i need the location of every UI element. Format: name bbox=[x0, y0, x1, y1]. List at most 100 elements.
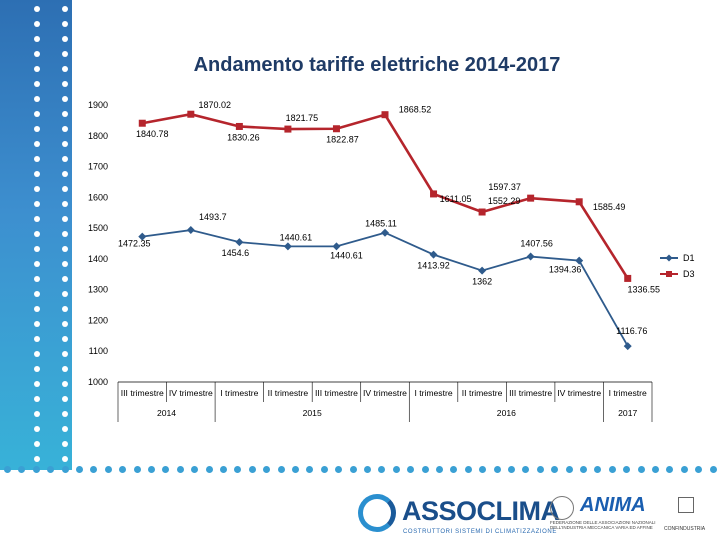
decorative-dot bbox=[392, 466, 400, 473]
data-point-d3 bbox=[430, 190, 438, 198]
y-tick-label: 1400 bbox=[88, 254, 108, 264]
data-label: 1868.52 bbox=[399, 105, 432, 115]
decorative-dot bbox=[62, 21, 68, 27]
decorative-dot bbox=[90, 466, 98, 473]
decorative-dot bbox=[565, 466, 573, 473]
data-label: 1440.61 bbox=[330, 250, 363, 260]
decorative-dot bbox=[34, 411, 40, 417]
decorative-dot bbox=[34, 321, 40, 327]
data-label: 1870.02 bbox=[199, 100, 232, 110]
decorative-dot bbox=[104, 466, 112, 473]
decorative-dot bbox=[220, 466, 227, 473]
data-point-d3 bbox=[332, 125, 340, 133]
data-point-d3 bbox=[235, 122, 243, 130]
data-point-d3 bbox=[624, 274, 632, 282]
decorative-dot bbox=[133, 466, 141, 473]
x-tick-label: III trimestre bbox=[315, 388, 358, 398]
decorative-dot-row bbox=[0, 466, 720, 476]
decorative-dot bbox=[34, 381, 40, 387]
data-label: 1597.37 bbox=[488, 182, 521, 192]
y-tick-label: 1100 bbox=[89, 346, 108, 356]
data-point-d3 bbox=[527, 194, 535, 202]
decorative-dot bbox=[34, 51, 40, 57]
data-label: 1821.75 bbox=[286, 113, 319, 123]
decorative-dot bbox=[34, 366, 40, 372]
decorative-dot bbox=[18, 466, 26, 473]
decorative-dot bbox=[34, 231, 40, 237]
decorative-dot bbox=[580, 466, 587, 473]
decorative-dot bbox=[62, 381, 68, 387]
data-label: 1485.11 bbox=[365, 219, 397, 229]
data-label: 1552.29 bbox=[488, 196, 521, 206]
decorative-dot bbox=[34, 66, 40, 72]
decorative-dot bbox=[248, 466, 256, 473]
decorative-dot bbox=[62, 36, 68, 42]
decorative-dot bbox=[623, 466, 631, 473]
decorative-dot bbox=[62, 276, 68, 282]
decorative-dot bbox=[493, 466, 501, 473]
decorative-dot bbox=[62, 141, 68, 147]
decorative-dot bbox=[421, 466, 429, 473]
assoclima-logo-text: ASSOCLIMA bbox=[402, 496, 560, 526]
decorative-dot bbox=[234, 466, 242, 473]
decorative-dot bbox=[34, 96, 40, 102]
data-label: 1493.7 bbox=[199, 212, 227, 222]
decorative-dot bbox=[61, 466, 69, 473]
line-chart: 1000 1100 1200 1300 1400 1500 1600 1700 1800 1900… bbox=[88, 100, 695, 422]
decorative-dot bbox=[306, 466, 314, 473]
data-point-d3 bbox=[478, 208, 486, 216]
data-point-d1 bbox=[575, 256, 584, 265]
decorative-dot bbox=[62, 396, 68, 402]
decorative-dot bbox=[62, 201, 68, 207]
decorative-dot bbox=[76, 466, 83, 473]
year-label: 2015 bbox=[303, 408, 322, 418]
decorative-dot bbox=[32, 466, 40, 473]
decorative-dot bbox=[680, 466, 688, 473]
decorative-dot bbox=[508, 466, 515, 473]
x-tick-label: I trimestre bbox=[609, 388, 647, 398]
data-point-d1 bbox=[186, 226, 195, 235]
decorative-dot bbox=[536, 466, 544, 473]
legend-label-d1: D1 bbox=[683, 253, 695, 263]
decorative-dot bbox=[34, 351, 40, 357]
decorative-dot bbox=[148, 466, 155, 473]
data-label: 1413.92 bbox=[417, 261, 450, 271]
decorative-dot bbox=[34, 141, 40, 147]
decorative-dot bbox=[277, 466, 285, 473]
decorative-dot bbox=[62, 126, 68, 132]
x-tick-label: IV trimestre bbox=[557, 388, 601, 398]
decorative-dot bbox=[695, 466, 703, 473]
data-label: 1454.6 bbox=[222, 248, 250, 258]
decorative-dot bbox=[378, 466, 386, 473]
decorative-dot bbox=[34, 111, 40, 117]
decorative-dot bbox=[62, 456, 68, 462]
x-tick-label: III trimestre bbox=[509, 388, 552, 398]
data-label: 1822.87 bbox=[326, 135, 359, 145]
data-point-d1 bbox=[235, 238, 244, 247]
y-tick-label: 1000 bbox=[88, 377, 108, 387]
x-tick-label: IV trimestre bbox=[363, 388, 407, 398]
decorative-dot bbox=[47, 466, 55, 473]
decorative-dot bbox=[652, 466, 659, 473]
decorative-dot bbox=[62, 51, 68, 57]
x-tick-label: IV trimestre bbox=[169, 388, 213, 398]
decorative-dot bbox=[62, 306, 68, 312]
decorative-dot bbox=[62, 231, 68, 237]
x-tick-label: II trimestre bbox=[268, 388, 309, 398]
decorative-dot bbox=[34, 426, 40, 432]
decorative-dot bbox=[263, 466, 271, 473]
decorative-dot bbox=[551, 466, 559, 473]
footer-logos: ASSOCLIMA COSTRUTTORI SISTEMI DI CLIMATI… bbox=[350, 488, 720, 540]
decorative-dot bbox=[292, 466, 299, 473]
anima-logo-text: ANIMA bbox=[580, 494, 646, 516]
assoclima-logo-icon bbox=[358, 494, 396, 532]
decorative-dot bbox=[62, 171, 68, 177]
decorative-dot bbox=[62, 426, 68, 432]
decorative-dot bbox=[62, 186, 68, 192]
decorative-dot bbox=[349, 466, 357, 473]
decorative-dot bbox=[34, 201, 40, 207]
decorative-dot bbox=[34, 36, 40, 42]
data-label: 1472.35 bbox=[118, 239, 151, 249]
decorative-dot bbox=[62, 246, 68, 252]
data-label: 1840.78 bbox=[136, 129, 169, 139]
